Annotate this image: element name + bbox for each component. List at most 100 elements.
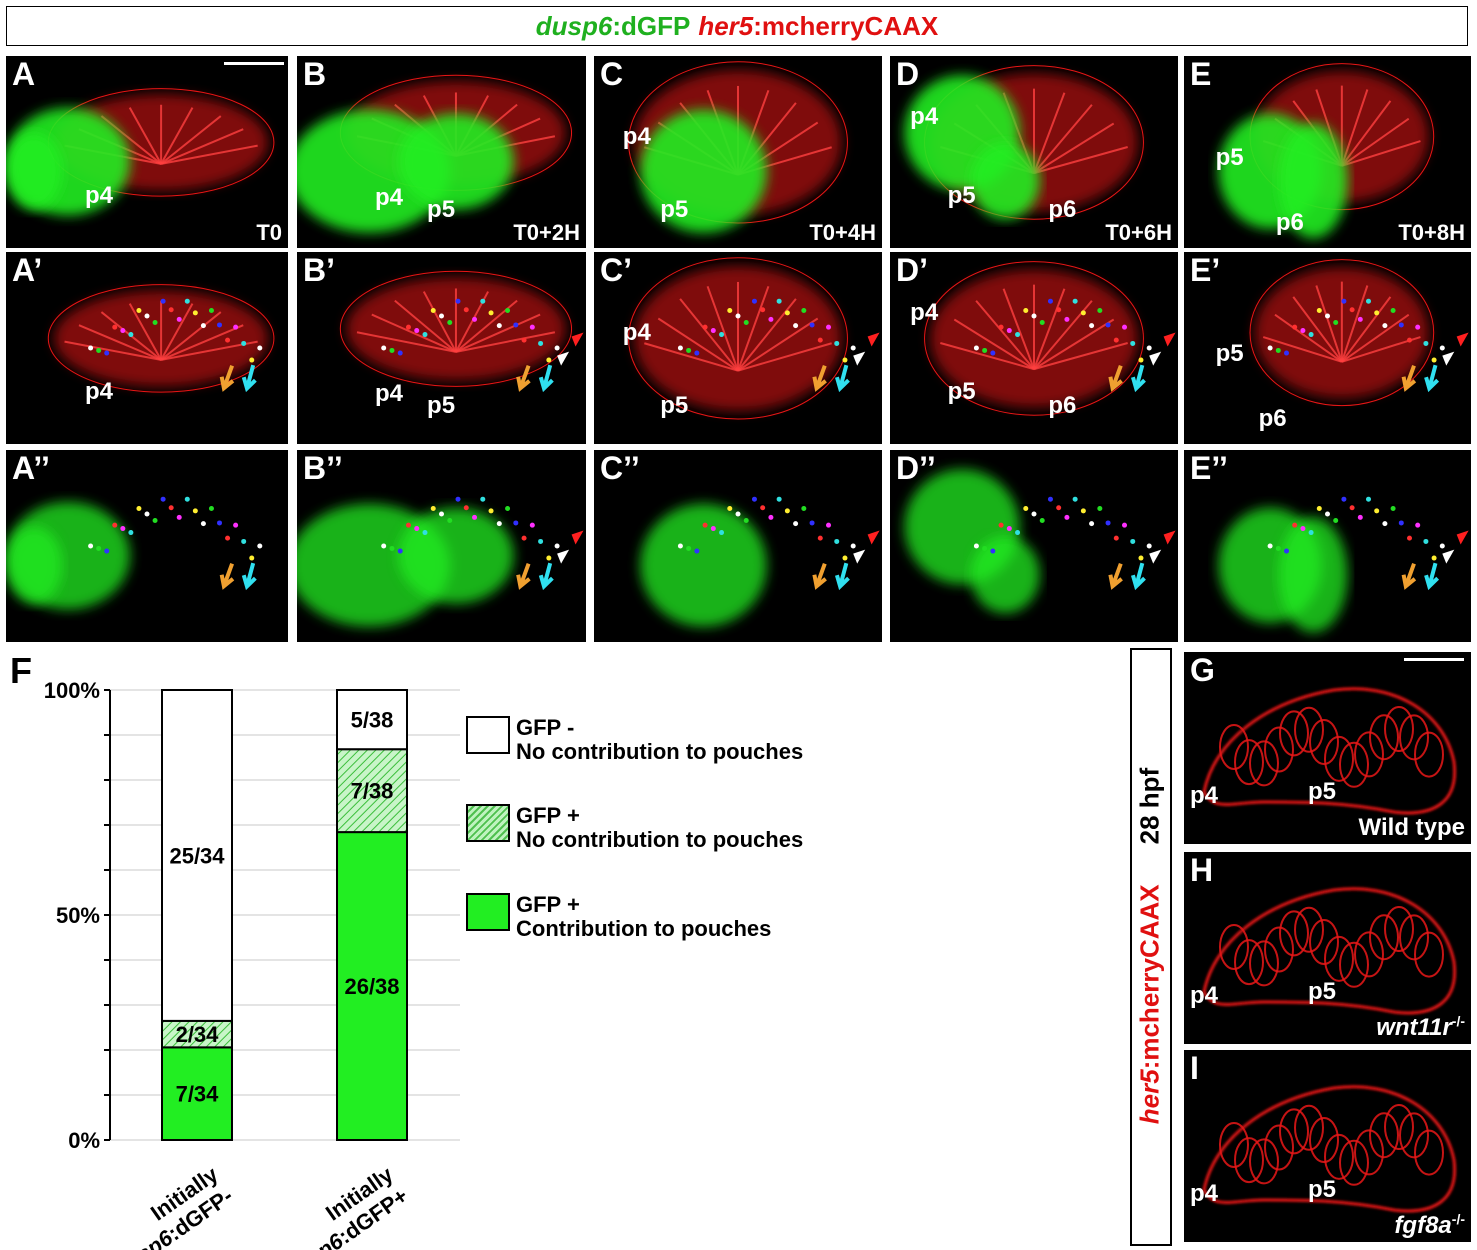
side-image-I (1202, 1085, 1457, 1213)
side-stage: 28 hpf (1134, 767, 1165, 845)
legend-1-line2: No contribution to pouches (516, 739, 804, 764)
time-label-C: T0+4H (809, 220, 876, 245)
bar-data-label: 2/34 (176, 1022, 220, 1047)
header-mcherry: :mcherryCAAX (753, 10, 939, 41)
side-pouch-b-G: p5 (1308, 778, 1337, 805)
legend-swatch-green (466, 893, 510, 931)
micro-image-A2 (6, 496, 263, 610)
micro-panel-E2: E’’ (1184, 450, 1471, 642)
pouch-label-B-p5: p5 (427, 195, 456, 223)
bar-segment (336, 831, 408, 1142)
micro-image-A1 (47, 284, 275, 393)
pouch-label-D1-p5: p5 (947, 378, 976, 406)
micro-panel-E: E T0+8H p5 p6 (1184, 56, 1471, 248)
time-label-D: T0+6H (1105, 220, 1172, 245)
bar-data-label: 5/38 (351, 708, 394, 733)
legend-gfp-pos-yes: GFP + Contribution to pouches (466, 893, 771, 941)
figure-header: dusp6:dGFP her5:mcherryCAAX (6, 6, 1468, 46)
pouch-label-E1-p5: p5 (1215, 339, 1244, 367)
time-label-B: T0+2H (513, 220, 580, 245)
side-panel-label-I: I (1190, 1050, 1199, 1086)
bar-data-label: 25/34 (169, 843, 225, 868)
panel-label-D: D (896, 56, 920, 92)
panel-label-C2: C’’ (600, 450, 640, 486)
pouch-label-A1-p4: p4 (84, 378, 113, 406)
legend-2-line2: No contribution to pouches (516, 827, 804, 852)
panel-label-C1: C’ (600, 252, 632, 288)
panel-label-B2: B’’ (303, 450, 343, 486)
side-pouch-b-H: p5 (1308, 978, 1337, 1005)
panel-label-E2: E’’ (1190, 450, 1228, 486)
pouch-label-D-p4: p4 (910, 103, 939, 131)
micro-panel-C: C T0+4H p4 p5 (594, 56, 882, 248)
micro-image-B2 (297, 496, 584, 627)
panel-label-D1: D’ (896, 252, 928, 288)
side-scale-bar (1404, 658, 1464, 661)
pouch-label-B-p4: p4 (375, 184, 404, 212)
micro-image-C (628, 61, 848, 233)
side-pouch-a-I: p4 (1190, 1180, 1219, 1207)
micro-panel-B: B T0+2H p4 p5 (297, 56, 586, 248)
side-label: her5:mcherryCAAX 28 hpf (1135, 768, 1166, 1124)
panel-label-D2: D’’ (896, 450, 936, 486)
micro-image-E1 (1249, 259, 1469, 407)
panel-label-E1: E’ (1190, 252, 1221, 288)
scale-bar (224, 62, 284, 65)
category-label: Initiallydusp6:dGFP+ (280, 1161, 412, 1250)
panel-label-A1: A’ (12, 252, 43, 288)
panel-label-A2: A’’ (12, 450, 50, 486)
micro-image-B1 (339, 270, 584, 393)
bar-segment (336, 689, 408, 751)
side-panel-label-H: H (1190, 852, 1214, 888)
micro-image-C2 (640, 496, 880, 627)
stacked-bar-chart: 0% 50% 100% 7/34 2/34 25/34 26/38 7/38 5/38 Initi… (44, 678, 460, 1250)
legend-1-line1: GFP - (516, 715, 575, 740)
pouch-label-D1-p4: p4 (910, 299, 939, 327)
legend-swatch-hatched (466, 804, 510, 842)
pouch-label-C1-p4: p4 (622, 318, 651, 346)
header-dgfp: :dGFP (612, 10, 691, 41)
panel-label-A: A (12, 56, 36, 92)
side-pouch-a-H: p4 (1190, 982, 1219, 1009)
pouch-label-D1-p6: p6 (1048, 391, 1077, 419)
bar-segment (161, 1046, 233, 1141)
time-label-A: T0 (256, 220, 282, 245)
micro-image-E (1218, 63, 1435, 239)
micro-panel-A: A T0 p4 (6, 56, 288, 248)
header-dusp6: dusp6 (535, 10, 613, 41)
pouch-label-E1-p6: p6 (1258, 405, 1287, 433)
micro-panel-A1: A’ p4 (6, 252, 288, 444)
micro-panel-C2: C’’ (594, 450, 882, 642)
micro-panel-C1: C’ p4 p5 (594, 252, 882, 444)
panel-label-B: B (303, 56, 327, 92)
legend-2-line1: GFP + (516, 803, 580, 828)
side-label-box (1130, 648, 1172, 1246)
pouch-label-B1-p4: p4 (375, 380, 404, 408)
side-pouch-a-G: p4 (1190, 782, 1219, 809)
category-label: Initiallydusp6:dGFP- (110, 1161, 237, 1250)
side-image-H (1202, 887, 1457, 1015)
side-panel-label-G: G (1190, 652, 1215, 688)
bar-data-label: 7/38 (351, 779, 394, 804)
genotype-I: fgf8a-/- (1394, 1211, 1465, 1239)
micro-image-A (6, 88, 275, 216)
legend-gfp-neg: GFP - No contribution to pouches (466, 716, 803, 764)
side-mcherry: :mcherryCAAX (1134, 884, 1165, 1070)
micro-panel-A2: A’’ (6, 450, 288, 642)
panel-label-E: E (1190, 56, 1212, 92)
bar-data-label: 26/38 (344, 974, 399, 999)
pouch-label-D-p6: p6 (1048, 195, 1077, 223)
pouch-label-E-p5: p5 (1215, 143, 1244, 171)
bar-segment (161, 689, 233, 1022)
legend-3-line1: GFP + (516, 892, 580, 917)
y-tick-label: 50% (56, 903, 100, 928)
micro-panel-D: D T0+6H p4 p5 p6 (890, 56, 1178, 248)
micro-image-D2 (904, 469, 1176, 614)
pouch-label-B1-p5: p5 (427, 391, 456, 419)
micro-panel-D2: D’’ (890, 450, 1178, 642)
pouch-label-C-p5: p5 (660, 195, 689, 223)
genotype-H: wnt11r-/- (1376, 1013, 1465, 1041)
panel-label-C: C (600, 56, 624, 92)
